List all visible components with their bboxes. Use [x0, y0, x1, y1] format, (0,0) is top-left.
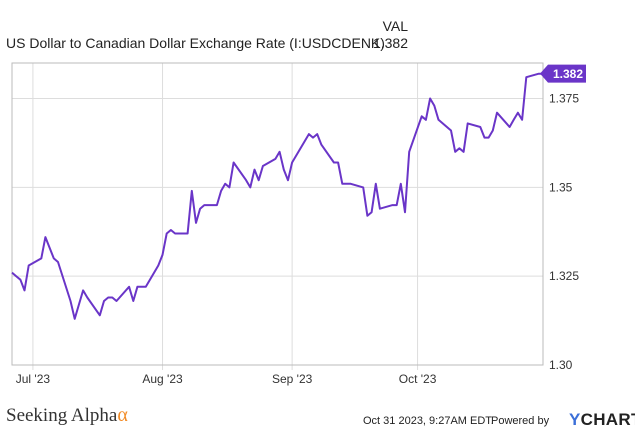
ycharts-y: Y	[569, 410, 581, 429]
x-tick-label: Oct '23	[399, 372, 437, 386]
seeking-alpha-logo: Seeking Alphaα	[6, 404, 128, 427]
legend-header: VAL	[382, 18, 408, 34]
x-tick-label: Sep '23	[272, 372, 313, 386]
line-chart: Jul '23 Aug '23 Sep '23 Oct '23 1.301.3251.…	[11, 62, 586, 386]
brand-text: Seeking Alpha	[6, 405, 118, 426]
y-tick-label: 1.325	[549, 269, 579, 283]
series-line-usdcad	[11, 72, 543, 320]
legend-series-name: US Dollar to Canadian Dollar Exchange Ra…	[6, 35, 385, 51]
last-value-label: 1.382	[553, 67, 583, 81]
ycharts-rest: CHARTS	[580, 410, 635, 429]
alpha-icon: α	[117, 404, 128, 426]
timestamp: Oct 31 2023, 9:27AM EDT.	[363, 415, 494, 427]
y-axis-ticks: 1.30 1.325 1.35 1.375	[549, 92, 579, 372]
y-tick-label: 1.35	[549, 180, 573, 194]
last-value-flag-shape	[540, 64, 586, 83]
grid-lines	[12, 63, 543, 370]
legend-series-value: 1.382	[372, 35, 408, 51]
x-tick-label: Aug '23	[142, 372, 183, 386]
x-axis-ticks: Jul '23 Aug '23 Sep '23 Oct '23	[16, 372, 437, 386]
plot-frame	[11, 62, 544, 366]
last-value-flag: 1.382	[540, 64, 586, 83]
ycharts-logo: YCHARTS	[569, 410, 635, 430]
y-tick-label: 1.375	[549, 92, 579, 106]
y-tick-label: 1.30	[549, 358, 573, 372]
legend-row: US Dollar to Canadian Dollar Exchange Ra…	[6, 35, 408, 55]
powered-by-label: Powered by	[491, 415, 550, 427]
x-tick-label: Jul '23	[16, 372, 51, 386]
